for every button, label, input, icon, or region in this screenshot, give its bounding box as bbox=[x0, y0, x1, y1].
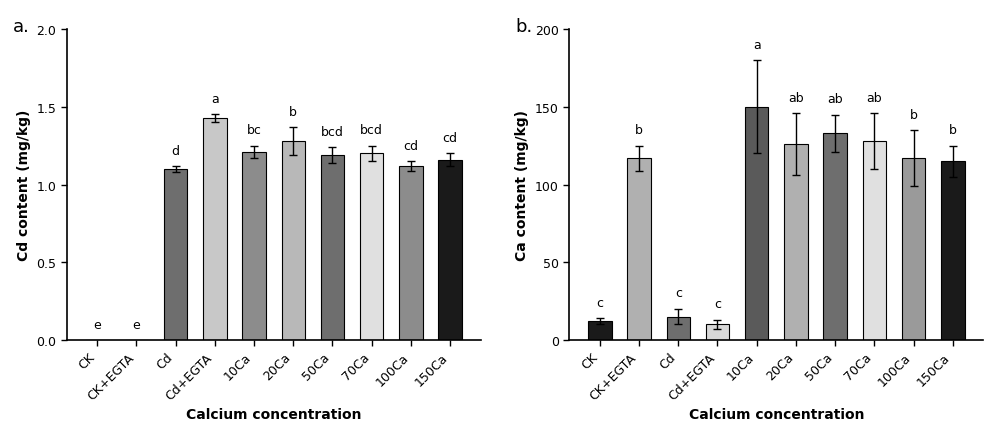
Text: a.: a. bbox=[13, 18, 30, 35]
Text: bcd: bcd bbox=[321, 126, 344, 138]
Y-axis label: Cd content (mg/kg): Cd content (mg/kg) bbox=[17, 110, 31, 261]
Text: ab: ab bbox=[827, 93, 843, 106]
Bar bbox=[706, 325, 729, 340]
Bar bbox=[242, 152, 266, 340]
Text: a: a bbox=[753, 39, 761, 52]
Text: a: a bbox=[211, 92, 219, 105]
Bar bbox=[863, 142, 886, 340]
Bar bbox=[745, 108, 768, 340]
Text: bc: bc bbox=[247, 124, 262, 137]
Text: b: b bbox=[289, 106, 297, 118]
Bar bbox=[941, 162, 965, 340]
Bar bbox=[823, 134, 847, 340]
Bar bbox=[627, 159, 651, 340]
Text: b: b bbox=[635, 124, 643, 137]
Text: c: c bbox=[714, 298, 721, 311]
Text: b: b bbox=[910, 109, 917, 122]
Text: ab: ab bbox=[867, 92, 882, 105]
Text: b.: b. bbox=[515, 18, 533, 35]
Y-axis label: Ca content (mg/kg): Ca content (mg/kg) bbox=[515, 110, 529, 261]
Text: c: c bbox=[675, 287, 682, 300]
Bar bbox=[321, 155, 344, 340]
Bar bbox=[902, 159, 925, 340]
Text: cd: cd bbox=[403, 140, 418, 152]
Bar bbox=[282, 142, 305, 340]
Text: c: c bbox=[596, 296, 603, 309]
Bar bbox=[164, 170, 187, 340]
X-axis label: Calcium concentration: Calcium concentration bbox=[689, 407, 864, 421]
Bar bbox=[784, 145, 808, 340]
Text: ab: ab bbox=[788, 92, 804, 105]
Bar bbox=[203, 118, 227, 340]
X-axis label: Calcium concentration: Calcium concentration bbox=[186, 407, 361, 421]
Text: cd: cd bbox=[443, 132, 458, 145]
Text: b: b bbox=[949, 124, 957, 137]
Text: e: e bbox=[93, 318, 101, 331]
Bar bbox=[588, 321, 612, 340]
Text: d: d bbox=[172, 144, 180, 157]
Text: e: e bbox=[133, 318, 140, 331]
Bar bbox=[667, 317, 690, 340]
Bar bbox=[360, 154, 383, 340]
Bar bbox=[399, 166, 423, 340]
Text: bcd: bcd bbox=[360, 124, 383, 137]
Bar bbox=[438, 160, 462, 340]
